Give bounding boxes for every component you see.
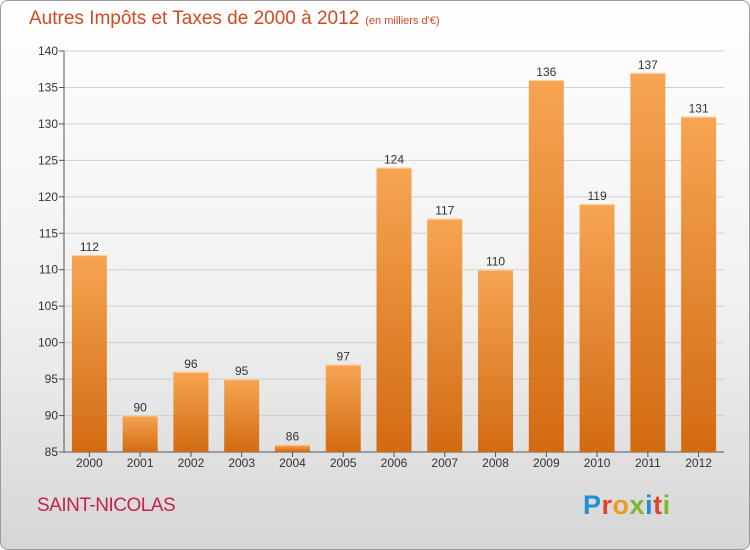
y-tick-label: 95 (45, 372, 59, 386)
data-label-2005: 97 (337, 350, 351, 364)
x-tick-label: 2006 (381, 456, 408, 470)
data-label-2011: 137 (638, 58, 658, 72)
bar-2012 (681, 116, 717, 453)
logo-letter: i (645, 490, 654, 520)
y-tick-label: 115 (39, 226, 58, 240)
bar-2003 (224, 379, 260, 452)
data-label-2010: 119 (588, 189, 607, 203)
x-tick-label: 2009 (533, 456, 560, 470)
x-tick-label: 2005 (330, 456, 357, 470)
data-label-2004: 86 (286, 430, 300, 444)
logo-letter: x (629, 490, 646, 520)
logo-letter: r (601, 490, 613, 520)
bar-2006 (376, 167, 412, 452)
y-tick-label: 130 (38, 117, 58, 131)
bar-2010 (579, 204, 615, 452)
bar-2007 (427, 218, 463, 452)
x-tick-label: 2000 (76, 456, 103, 470)
y-tick-label: 125 (38, 153, 58, 167)
chart-subtitle: (en milliers d'€) (365, 15, 440, 27)
logo-letter: o (612, 490, 630, 520)
data-label-2000: 112 (80, 240, 99, 254)
bar-2011 (630, 72, 666, 452)
axes: 85 90 95 100 105 110 115 120 125 130 135 140 2000 200… (38, 44, 724, 470)
data-label-2002: 96 (184, 357, 198, 371)
y-tick-label: 90 (45, 409, 59, 423)
logo-letter: i (662, 490, 671, 520)
y-tick-label: 140 (38, 44, 58, 58)
x-tick-label: 2007 (431, 456, 458, 470)
data-label-2012: 131 (689, 102, 709, 116)
x-tick-label: 2010 (584, 456, 611, 470)
bar-2002 (173, 371, 209, 452)
data-label-2006: 124 (384, 153, 404, 167)
commune-name: SAINT-NICOLAS (37, 495, 176, 516)
data-label-2001: 90 (133, 401, 147, 415)
proxiti-logo: Proxiti (583, 490, 671, 521)
bar-2001 (122, 415, 158, 452)
x-tick-label: 2012 (685, 456, 712, 470)
bars (71, 72, 717, 453)
bar-2004 (274, 444, 310, 452)
x-tick-label: 2002 (178, 456, 205, 470)
y-tick-label: 105 (38, 299, 58, 313)
y-tick-label: 85 (45, 445, 59, 459)
x-tick-label: 2011 (635, 456, 661, 470)
data-label-2008: 110 (486, 255, 505, 269)
x-tick-label: 2004 (279, 456, 306, 470)
data-label-2009: 136 (536, 65, 556, 79)
y-tick-label: 110 (39, 263, 58, 277)
bar-2008 (478, 269, 514, 452)
logo-letter: P (583, 490, 602, 520)
bar-2009 (528, 80, 564, 452)
x-tick-label: 2008 (482, 456, 509, 470)
x-tick-label: 2003 (228, 456, 255, 470)
chart-title: Autres Impôts et Taxes de 2000 à 2012 (en… (29, 8, 440, 30)
bar-2005 (325, 364, 361, 452)
data-labels: 112 90 96 95 86 97 124 117 110 136 119 137 131 (80, 58, 709, 444)
x-tick-label: 2001 (127, 456, 154, 470)
data-label-2007: 117 (435, 204, 454, 218)
bar-2000 (71, 255, 107, 452)
chart-title-text: Autres Impôts et Taxes de 2000 à 2012 (29, 8, 360, 29)
y-tick-label: 100 (38, 336, 58, 350)
y-tick-label: 120 (38, 190, 58, 204)
logo-letter: t (653, 490, 663, 520)
data-label-2003: 95 (235, 364, 249, 378)
y-tick-label: 135 (38, 80, 58, 94)
